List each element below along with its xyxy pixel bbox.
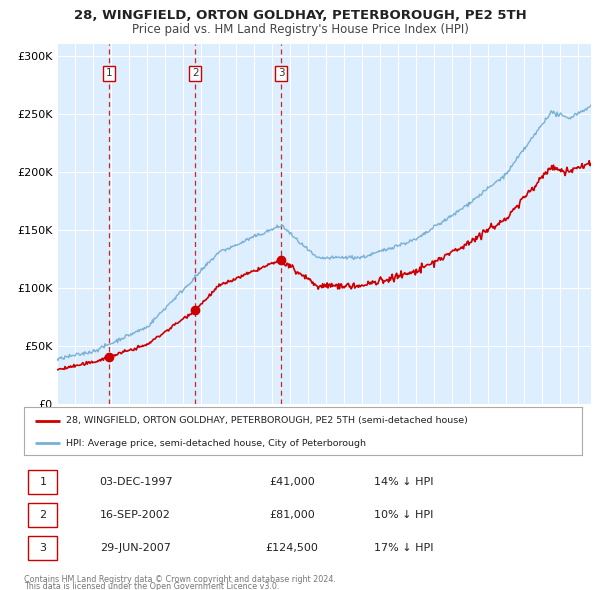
Text: 10% ↓ HPI: 10% ↓ HPI — [374, 510, 433, 520]
Text: 16-SEP-2002: 16-SEP-2002 — [100, 510, 171, 520]
Text: Contains HM Land Registry data © Crown copyright and database right 2024.: Contains HM Land Registry data © Crown c… — [24, 575, 336, 584]
Text: HPI: Average price, semi-detached house, City of Peterborough: HPI: Average price, semi-detached house,… — [66, 439, 366, 448]
Text: 28, WINGFIELD, ORTON GOLDHAY, PETERBOROUGH, PE2 5TH: 28, WINGFIELD, ORTON GOLDHAY, PETERBOROU… — [74, 9, 526, 22]
Text: 03-DEC-1997: 03-DEC-1997 — [99, 477, 172, 487]
Bar — [28, 470, 58, 494]
Text: 29-JUN-2007: 29-JUN-2007 — [100, 543, 171, 552]
Text: £124,500: £124,500 — [265, 543, 318, 552]
Text: This data is licensed under the Open Government Licence v3.0.: This data is licensed under the Open Gov… — [24, 582, 280, 590]
Text: 3: 3 — [40, 543, 46, 552]
Text: £41,000: £41,000 — [269, 477, 315, 487]
Text: Price paid vs. HM Land Registry's House Price Index (HPI): Price paid vs. HM Land Registry's House … — [131, 23, 469, 36]
Text: 2: 2 — [40, 510, 47, 520]
Text: £81,000: £81,000 — [269, 510, 315, 520]
Bar — [28, 503, 58, 527]
Text: 3: 3 — [278, 68, 284, 78]
Text: 17% ↓ HPI: 17% ↓ HPI — [374, 543, 433, 552]
Text: 1: 1 — [40, 477, 46, 487]
Text: 2: 2 — [192, 68, 199, 78]
Text: 28, WINGFIELD, ORTON GOLDHAY, PETERBOROUGH, PE2 5TH (semi-detached house): 28, WINGFIELD, ORTON GOLDHAY, PETERBOROU… — [66, 416, 468, 425]
Text: 1: 1 — [106, 68, 113, 78]
Text: 14% ↓ HPI: 14% ↓ HPI — [374, 477, 433, 487]
Bar — [28, 536, 58, 559]
